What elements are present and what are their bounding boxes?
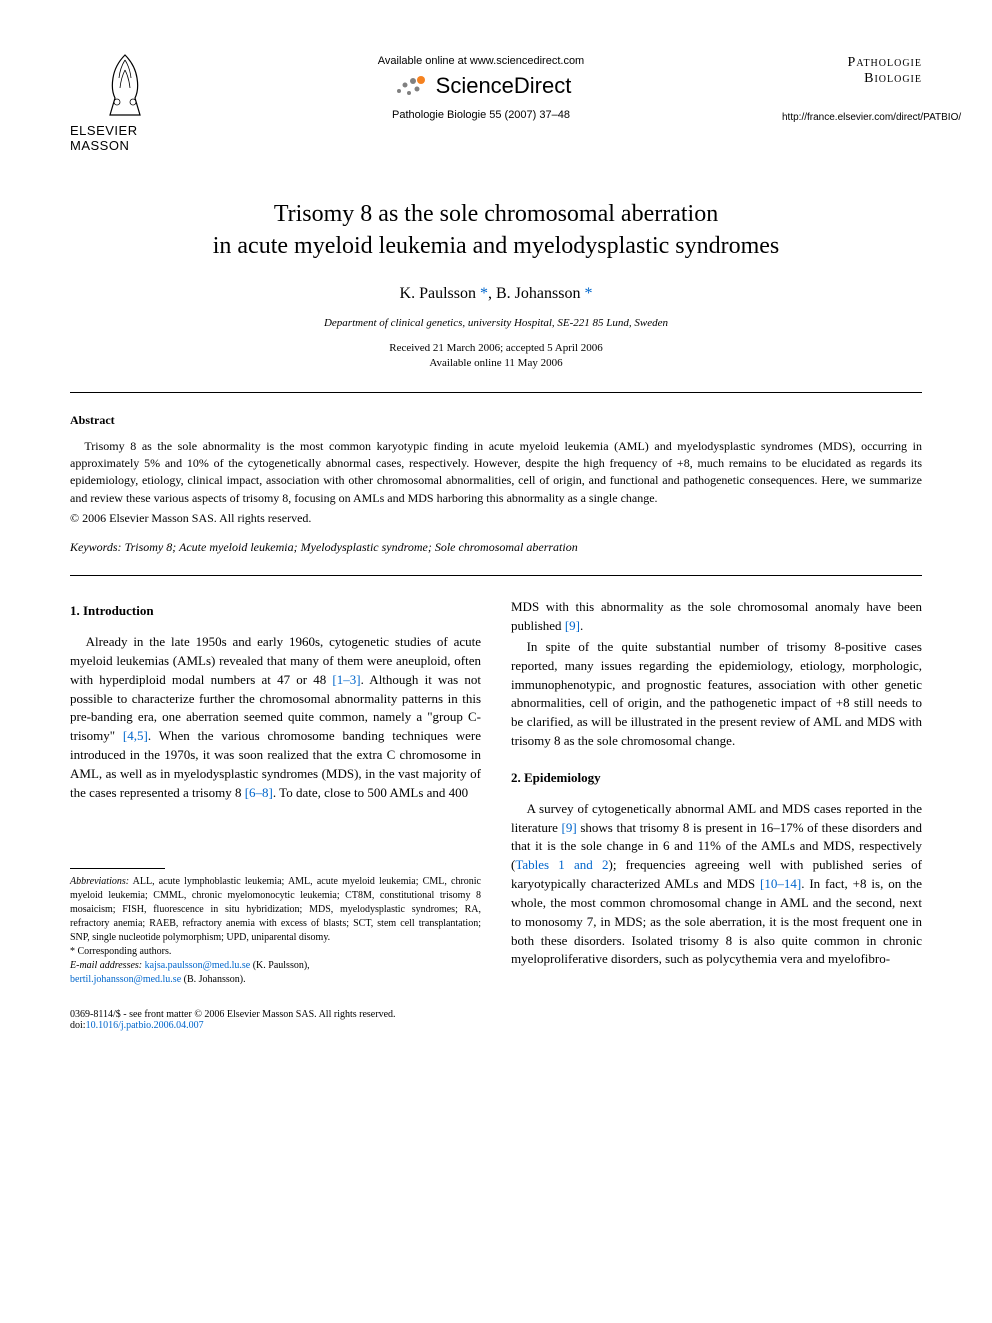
ref-link-1-3[interactable]: [1–3] [332,672,360,687]
author-2: B. Johansson [496,285,584,302]
journal-url: http://france.elsevier.com/direct/PATBIO… [782,112,922,123]
sciencedirect-text: ScienceDirect [436,73,572,99]
available-online-text: Available online at www.sciencedirect.co… [180,55,782,67]
doi-prefix: doi: [70,1020,86,1031]
header-center: Available online at www.sciencedirect.co… [180,50,782,121]
dates-received: Received 21 March 2006; accepted 5 April… [389,342,603,354]
section-2-para-1: A survey of cytogenetically abnormal AML… [511,800,922,970]
sciencedirect-logo: ScienceDirect [180,71,782,101]
email-link-1[interactable]: kajsa.paulsson@med.lu.se [145,960,251,971]
footnote-rule [70,868,165,869]
ref-link-10-14[interactable]: [10–14] [760,876,801,891]
email-label: E-mail addresses: [70,960,142,971]
section-1-para-2: MDS with this abnormality as the sole ch… [511,598,922,636]
affiliation: Department of clinical genetics, univers… [70,317,922,329]
author-sep: , [488,285,496,302]
ref-link-6-8[interactable]: [6–8] [245,785,273,800]
text-run: . To date, close to 500 AMLs and 400 [273,785,468,800]
journal-badge: Pathologie Biologie http://france.elsevi… [782,50,922,123]
column-left: 1. Introduction Already in the late 1950… [70,598,481,986]
text-run: . [580,618,583,633]
journal-header: ELSEVIER MASSON Available online at www.… [70,50,922,153]
ref-link-9a[interactable]: [9] [565,618,580,633]
article-dates: Received 21 March 2006; accepted 5 April… [70,341,922,372]
email-2-who: (B. Johansson). [181,974,245,985]
divider-top [70,392,922,393]
column-right: MDS with this abnormality as the sole ch… [511,598,922,986]
journal-name-line2: Biologie [782,71,922,87]
email-1-who: (K. Paulsson), [250,960,309,971]
abbr-text: ALL, acute lymphoblastic leukemia; AML, … [70,876,481,943]
email-link-2[interactable]: bertil.johansson@med.lu.se [70,974,181,985]
keywords: Keywords: Trisomy 8; Acute myeloid leuke… [70,540,922,555]
keywords-text: Trisomy 8; Acute myeloid leukemia; Myelo… [122,540,578,554]
ref-link-tables-1-2[interactable]: Tables 1 and 2 [515,857,608,872]
divider-bottom [70,575,922,576]
title-line1: Trisomy 8 as the sole chromosomal aberra… [274,201,718,227]
citation: Pathologie Biologie 55 (2007) 37–48 [180,109,782,121]
abbr-label: Abbreviations: [70,876,129,887]
doi-link[interactable]: 10.1016/j.patbio.2006.04.007 [86,1020,204,1031]
footer-copyright: 0369-8114/$ - see front matter © 2006 El… [70,1009,922,1020]
body-columns: 1. Introduction Already in the late 1950… [70,598,922,986]
publisher-logo: ELSEVIER MASSON [70,50,180,153]
abstract-copyright: © 2006 Elsevier Masson SAS. All rights r… [70,511,922,526]
ref-link-9b[interactable]: [9] [562,820,577,835]
footer-doi: doi:10.1016/j.patbio.2006.04.007 [70,1020,922,1031]
abstract-text: Trisomy 8 as the sole abnormality is the… [70,438,922,508]
corr-asterisk-2[interactable]: * [584,285,592,302]
author-1: K. Paulsson [400,285,480,302]
article-title: Trisomy 8 as the sole chromosomal aberra… [70,198,922,263]
section-1-para-1: Already in the late 1950s and early 1960… [70,633,481,803]
abstract-label: Abstract [70,413,922,428]
sciencedirect-dots-icon [391,71,431,101]
section-1-para-3: In spite of the quite substantial number… [511,638,922,751]
keywords-label: Keywords: [70,540,122,554]
footnote-abbreviations: Abbreviations: ALL, acute lymphoblastic … [70,875,481,945]
publisher-name: ELSEVIER MASSON [70,123,180,153]
dates-online: Available online 11 May 2006 [429,357,562,369]
footnote-corresponding: * Corresponding authors. [70,945,481,959]
section-1-heading: 1. Introduction [70,602,481,621]
section-2-heading: 2. Epidemiology [511,769,922,788]
page-footer: 0369-8114/$ - see front matter © 2006 El… [70,1009,922,1031]
title-line2: in acute myeloid leukemia and myelodyspl… [213,233,780,259]
footnote-emails: E-mail addresses: kajsa.paulsson@med.lu.… [70,959,481,987]
journal-name-line1: Pathologie [782,55,922,71]
corr-asterisk-1[interactable]: * [480,285,488,302]
authors: K. Paulsson *, B. Johansson * [70,285,922,303]
ref-link-4-5[interactable]: [4,5] [123,728,148,743]
elsevier-tree-icon [95,50,155,120]
